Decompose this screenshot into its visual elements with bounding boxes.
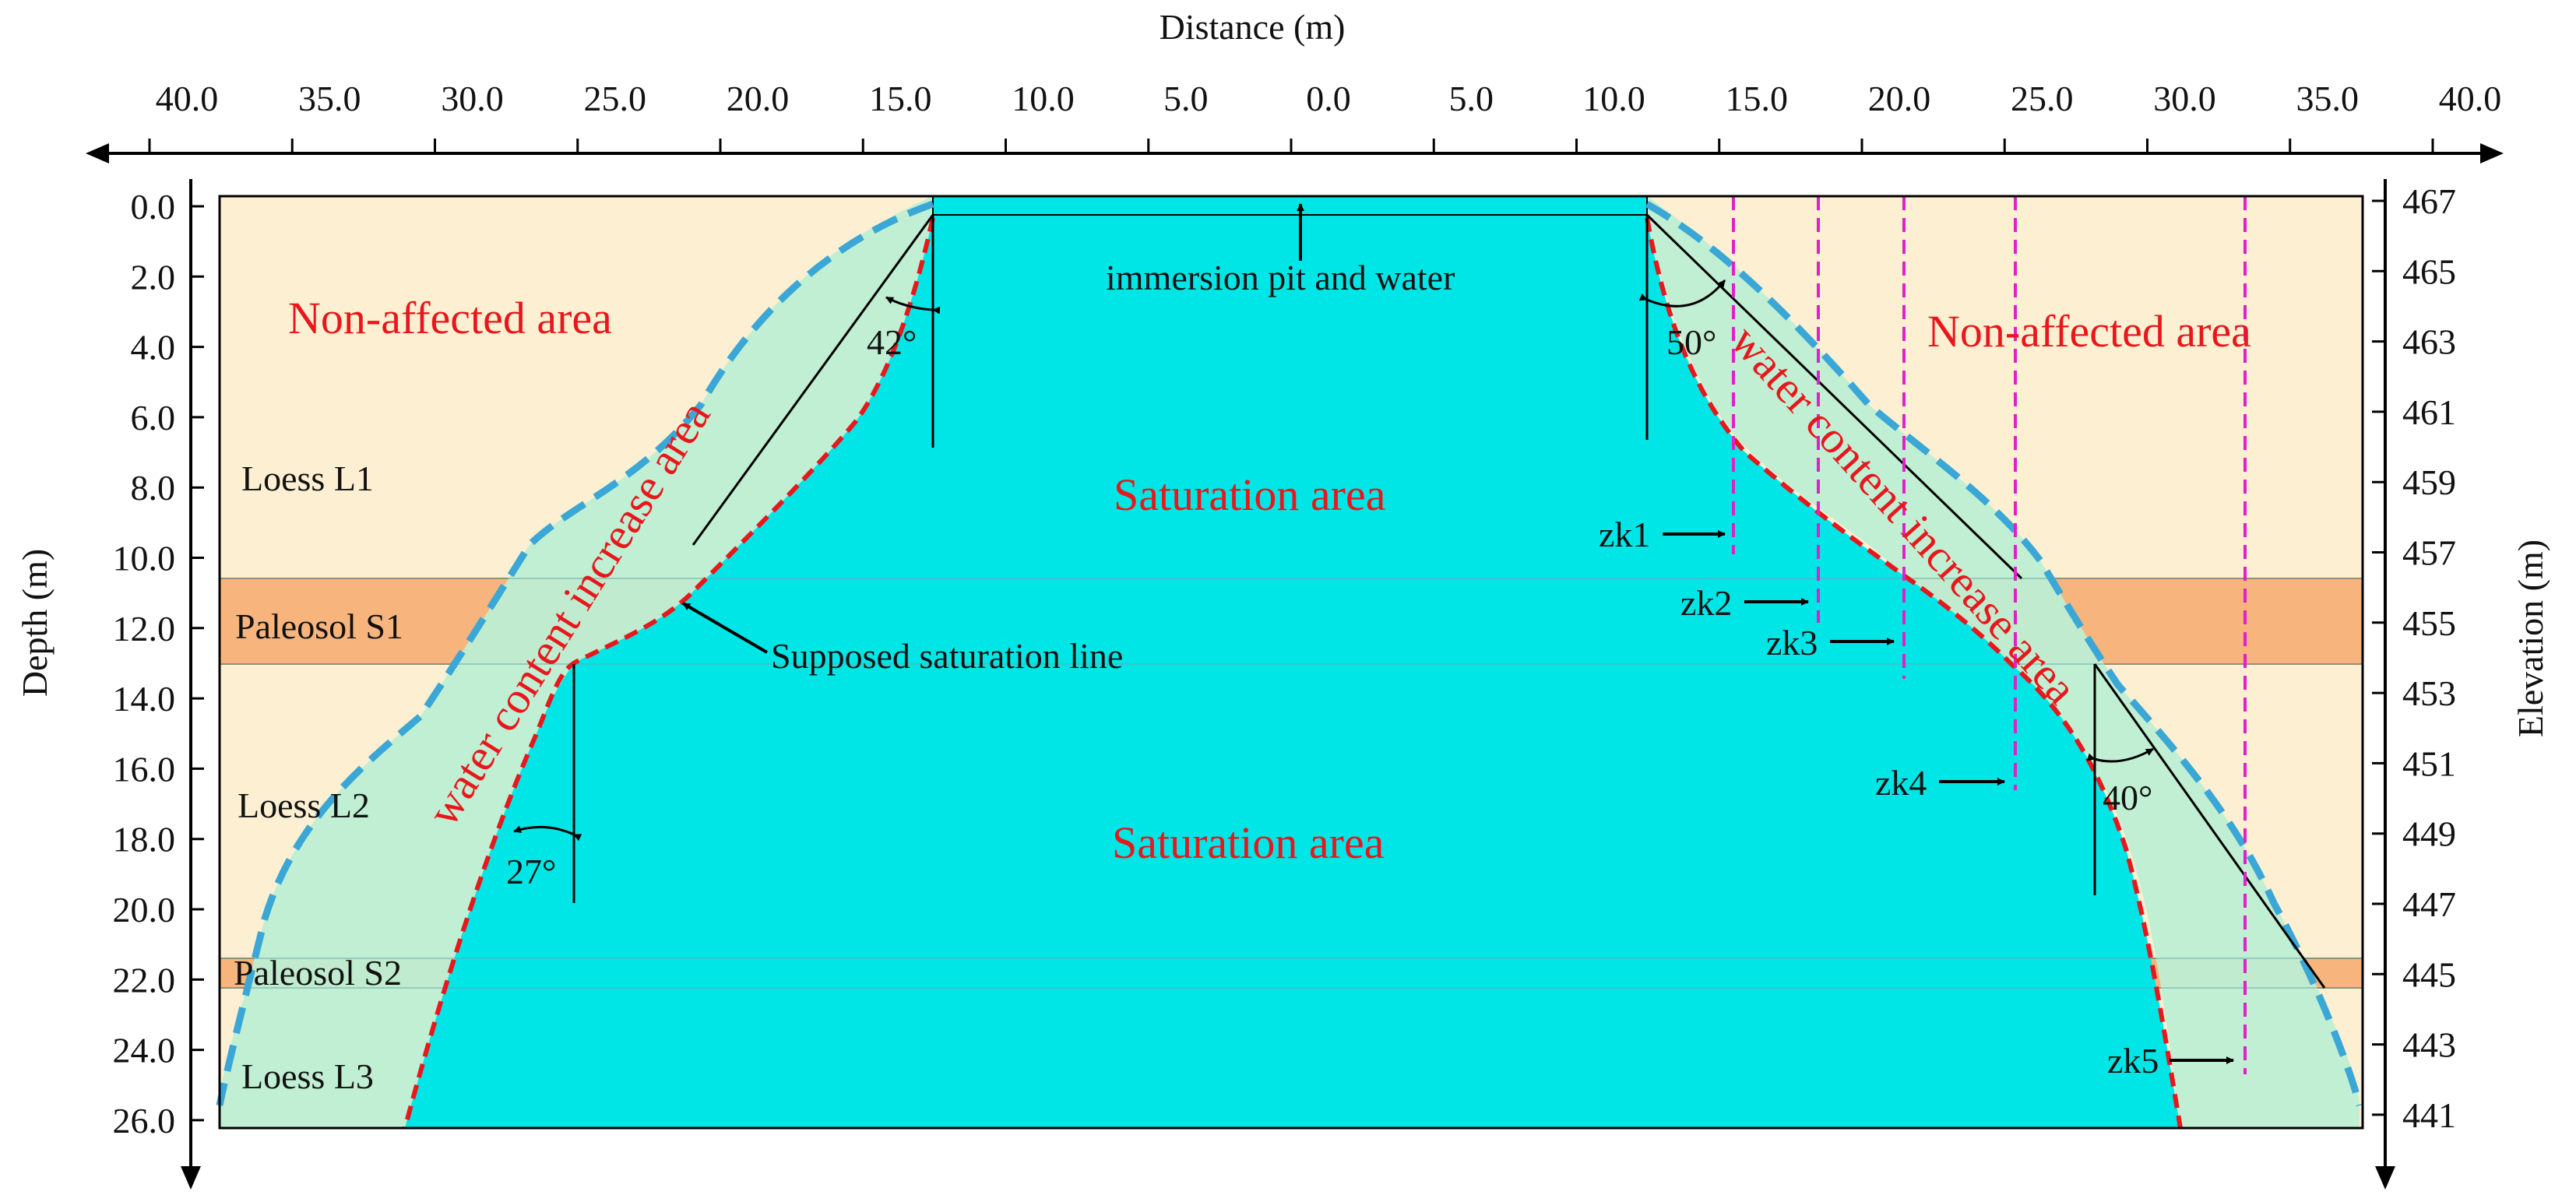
loess-l3-label: Loess L3	[241, 1056, 374, 1096]
left-tick-label: 26.0	[113, 1101, 176, 1140]
non-affected-left-label: Non-affected area	[288, 293, 612, 343]
left-tick-label: 4.0	[131, 328, 176, 367]
right-tick-label: 451	[2402, 743, 2456, 783]
borehole-zk1-label: zk1	[1599, 515, 1650, 554]
top-tick-label: 20.0	[1868, 79, 1931, 118]
loess-l1-label: Loess L1	[241, 459, 374, 498]
top-tick-label: 25.0	[584, 79, 647, 118]
boundary-right	[1645, 201, 2363, 1107]
top-axis-ticks: 40.0 35.0 30.0 25.0 20.0 15.0 10.0 5.0 0.0 5.0 10.…	[148, 79, 2502, 153]
loess-l2-label: Loess L2	[238, 786, 370, 825]
left-axis-ticks: 0.0 2.0 4.0 6.0 8.0 10.0 12.0 14.0 16.0 18.0 20.0 2…	[113, 187, 204, 1140]
saturation-line-right	[1645, 217, 2183, 1129]
top-tick-label: 0.0	[1306, 79, 1351, 118]
right-tick-label: 447	[2402, 884, 2456, 924]
right-tick-label: 445	[2402, 954, 2456, 994]
paleosol-s2-label: Paleosol S2	[234, 953, 402, 993]
plot-frame	[218, 195, 2364, 1130]
saturation-upper-label: Saturation area	[1114, 469, 1385, 520]
left-tick-label: 20.0	[113, 890, 176, 930]
angle-50-label: 50°	[1666, 322, 1716, 362]
left-axis-down-arrow	[181, 1166, 201, 1190]
right-tick-label: 465	[2402, 251, 2456, 291]
saturation-lower-label: Saturation area	[1112, 817, 1384, 868]
left-tick-label: 24.0	[113, 1031, 176, 1070]
right-tick-label: 449	[2402, 814, 2456, 854]
right-axis-down-arrow	[2375, 1166, 2395, 1190]
top-tick-label: 5.0	[1163, 79, 1209, 118]
top-axis-left-arrow	[86, 143, 109, 163]
angle-arc-42	[885, 296, 941, 315]
right-tick-label: 457	[2402, 533, 2456, 573]
right-tick-label: 467	[2402, 181, 2456, 221]
right-tick-label: 443	[2402, 1025, 2456, 1065]
right-axis-title: Elevation (m)	[2511, 539, 2550, 737]
angle-27-label: 27°	[506, 852, 556, 891]
angle-arc-40	[2086, 747, 2154, 763]
top-tick-label: 5.0	[1449, 79, 1494, 118]
right-tick-label: 463	[2402, 322, 2456, 362]
right-tick-label: 441	[2402, 1095, 2456, 1135]
top-tick-label: 10.0	[1012, 79, 1075, 118]
top-tick-label: 35.0	[2296, 79, 2360, 118]
angle-arc-27	[513, 825, 582, 842]
left-axis-title: Depth (m)	[15, 549, 55, 697]
top-tick-label: 30.0	[441, 79, 504, 118]
paleosol-s1-label: Paleosol S1	[235, 606, 403, 646]
immersion-pit	[932, 195, 1648, 216]
angle-40-label: 40°	[2103, 778, 2152, 817]
angle-arc-50	[1638, 279, 1726, 308]
saturation-line-label: Supposed saturation line	[771, 636, 1123, 676]
left-tick-label: 14.0	[113, 679, 176, 719]
top-tick-label: 35.0	[298, 79, 361, 118]
left-tick-label: 16.0	[113, 749, 176, 789]
saturation-line-arrow	[681, 602, 769, 654]
slope-line-50	[1645, 213, 2023, 580]
left-tick-label: 8.0	[131, 468, 176, 508]
left-tick-label: 2.0	[131, 257, 176, 297]
angle-42-label: 42°	[867, 322, 917, 362]
right-axis-ticks: 467 465 463 461 459 457 455 453 451 449 447 445 443 4…	[2372, 181, 2456, 1135]
top-tick-label: 15.0	[869, 79, 932, 118]
right-tick-label: 461	[2402, 392, 2456, 432]
slope-line-42	[692, 214, 934, 546]
top-tick-label: 20.0	[727, 79, 790, 118]
slope-line-40	[2093, 663, 2326, 989]
top-tick-label: 10.0	[1582, 79, 1645, 118]
borehole-zk5-label: zk5	[2107, 1041, 2159, 1081]
borehole-zk3-label: zk3	[1766, 623, 1818, 663]
left-tick-label: 22.0	[113, 960, 176, 1000]
left-tick-label: 18.0	[113, 820, 176, 859]
pit-label: immersion pit and water	[1106, 258, 1455, 297]
top-tick-label: 40.0	[2439, 79, 2502, 118]
right-tick-label: 459	[2402, 462, 2456, 502]
saturation-line-left	[403, 217, 935, 1129]
saturation-area	[405, 196, 2180, 1128]
top-tick-label: 40.0	[156, 79, 219, 118]
left-tick-label: 6.0	[131, 398, 176, 438]
top-tick-label: 15.0	[1726, 79, 1789, 118]
left-tick-label: 10.0	[113, 539, 176, 578]
non-affected-right-label: Non-affected area	[1927, 306, 2251, 357]
top-axis-title: Distance (m)	[1160, 7, 1346, 47]
left-tick-label: 0.0	[131, 187, 176, 227]
top-axis-right-arrow	[2480, 143, 2504, 163]
left-tick-label: 12.0	[113, 609, 176, 648]
borehole-zk2-label: zk2	[1680, 583, 1732, 623]
wet-zone-left	[220, 196, 933, 1128]
top-tick-label: 30.0	[2153, 79, 2216, 118]
right-tick-label: 453	[2402, 673, 2456, 713]
top-tick-label: 25.0	[2011, 79, 2074, 118]
borehole-zk4-label: zk4	[1875, 763, 1927, 803]
right-tick-label: 455	[2402, 603, 2456, 643]
